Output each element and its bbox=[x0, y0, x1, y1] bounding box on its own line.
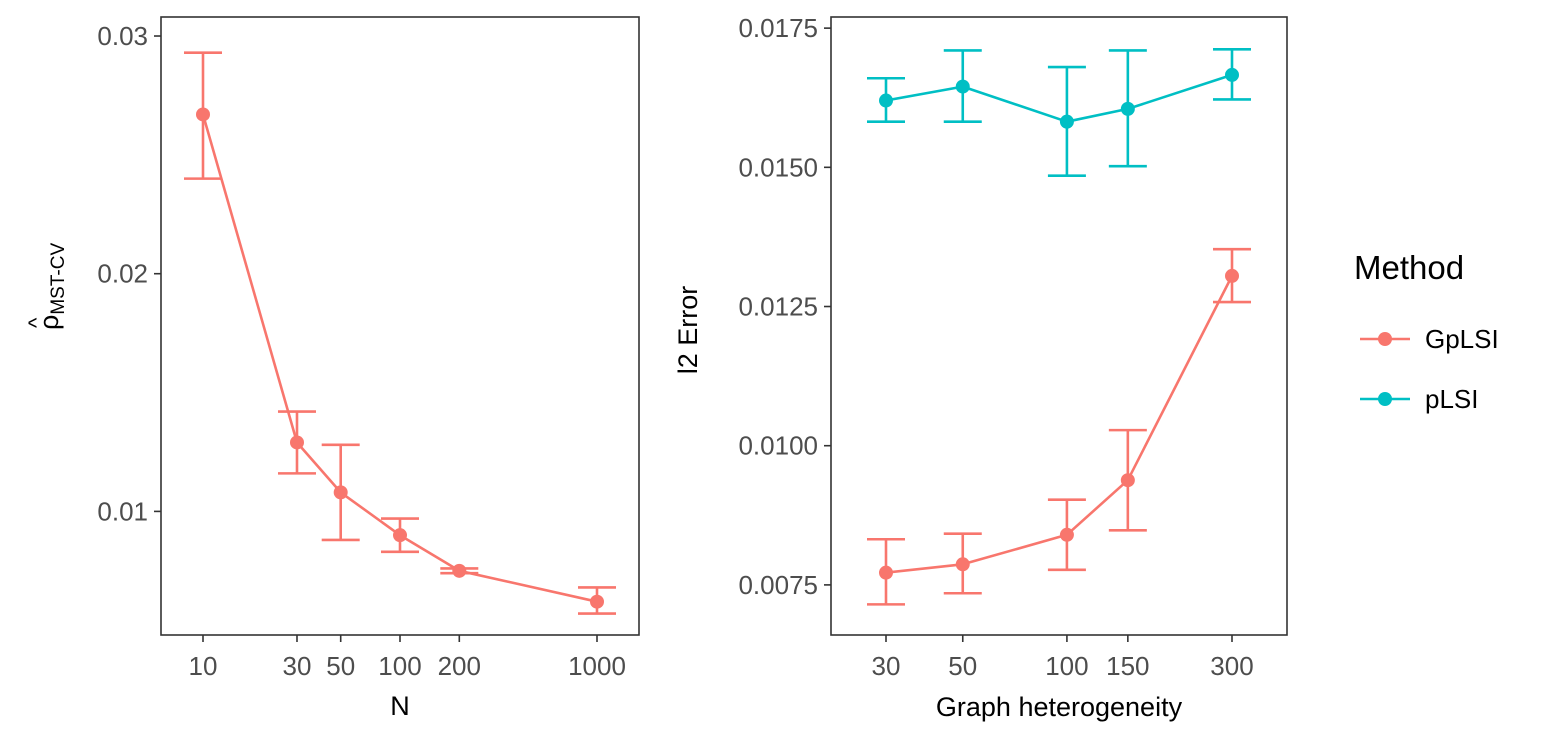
right-plot-border bbox=[830, 16, 1288, 636]
right-x-tick-label: 150 bbox=[1106, 651, 1149, 681]
left-plot-axes: 10 30 50 100 200 1000 0.01 0.02 0.03 bbox=[97, 21, 626, 681]
legend-gplsi-point bbox=[1378, 332, 1392, 346]
left-x-tick-label: 200 bbox=[438, 651, 481, 681]
right-plot-panel: 30 50 100 150 300 0.0075 0.0100 0.0125 0.0150 0.0… bbox=[673, 13, 1288, 722]
left-y-tick-label: 0.02 bbox=[97, 259, 148, 289]
right-x-tick-label: 100 bbox=[1045, 651, 1088, 681]
left-plot-panel: 10 30 50 100 200 1000 0.01 0.02 0.03 N ρMST-CV ^ bbox=[24, 16, 640, 721]
plsi-point bbox=[1225, 67, 1239, 82]
left-y-axis-title: ρMST-CV ^ bbox=[24, 243, 69, 330]
left-y-axis-title-symbol: ρ bbox=[34, 315, 64, 330]
right-y-tick-label: 0.0150 bbox=[738, 152, 818, 182]
plsi-point bbox=[1059, 114, 1074, 129]
right-y-tick-label: 0.0100 bbox=[738, 431, 818, 461]
gplsi-point bbox=[1059, 527, 1074, 542]
left-x-axis-title: N bbox=[390, 691, 410, 721]
gplsi-point bbox=[955, 557, 970, 572]
right-x-axis-title: Graph heterogeneity bbox=[936, 692, 1183, 722]
plsi-point bbox=[1120, 101, 1135, 116]
right-series-gplsi bbox=[867, 247, 1251, 606]
gplsi-point bbox=[590, 594, 604, 609]
gplsi-point bbox=[1120, 473, 1135, 488]
plsi-point bbox=[879, 93, 893, 108]
legend-item-gplsi: GpLSI bbox=[1360, 324, 1499, 354]
legend: Method GpLSI pLSI bbox=[1354, 249, 1499, 414]
left-x-tick-label: 100 bbox=[378, 651, 421, 681]
left-x-tick-label: 30 bbox=[283, 651, 312, 681]
legend-gplsi-label: GpLSI bbox=[1425, 324, 1499, 354]
left-y-axis-title-subscript: MST-CV bbox=[48, 243, 69, 315]
right-y-axis-title: l2 Error bbox=[673, 286, 703, 375]
svg-text:ρMST-CV: ρMST-CV bbox=[34, 243, 69, 330]
right-x-tick-label: 30 bbox=[872, 651, 901, 681]
gplsi-line bbox=[201, 114, 598, 603]
right-plot-axes: 30 50 100 150 300 0.0075 0.0100 0.0125 0.0150 0.0… bbox=[738, 13, 1253, 681]
plsi-point bbox=[955, 79, 970, 94]
left-x-tick-label: 1000 bbox=[568, 651, 626, 681]
left-series-gplsi bbox=[184, 51, 616, 615]
right-y-tick-label: 0.0175 bbox=[738, 13, 818, 43]
right-plot-marks bbox=[867, 47, 1251, 606]
gplsi-point bbox=[196, 107, 210, 122]
gplsi-point bbox=[289, 435, 304, 450]
left-y-tick-label: 0.03 bbox=[97, 21, 148, 51]
left-x-tick-label: 50 bbox=[326, 651, 355, 681]
gplsi-point bbox=[452, 563, 467, 578]
legend-title: Method bbox=[1354, 249, 1464, 286]
gplsi-point bbox=[393, 528, 407, 543]
left-x-tick-label: 10 bbox=[189, 651, 218, 681]
legend-item-plsi: pLSI bbox=[1360, 384, 1479, 414]
right-y-tick-label: 0.0075 bbox=[738, 570, 818, 600]
gplsi-point bbox=[879, 565, 893, 580]
gplsi-point bbox=[333, 485, 348, 500]
legend-plsi-label: pLSI bbox=[1425, 384, 1479, 414]
left-y-tick-label: 0.01 bbox=[97, 496, 148, 526]
right-series-plsi bbox=[867, 47, 1251, 177]
right-x-tick-label: 300 bbox=[1210, 651, 1253, 681]
left-y-axis-title-hat: ^ bbox=[24, 317, 49, 328]
right-y-tick-label: 0.0125 bbox=[738, 292, 818, 322]
right-x-tick-label: 50 bbox=[948, 651, 977, 681]
gplsi-point bbox=[1225, 268, 1239, 283]
legend-plsi-point bbox=[1378, 392, 1392, 406]
left-plot-marks bbox=[184, 51, 616, 615]
